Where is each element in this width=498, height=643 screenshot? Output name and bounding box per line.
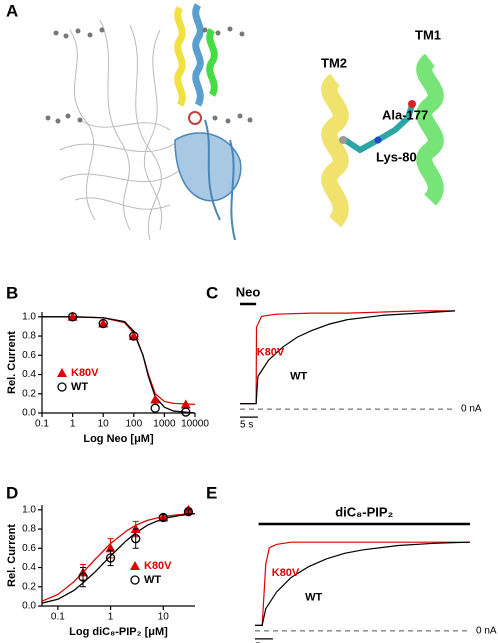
structure-label: Lys-80: [376, 149, 417, 164]
tm-closeup: [321, 53, 444, 228]
panel-label: E: [206, 483, 217, 502]
error-bar: [160, 514, 167, 521]
fit-curve: [41, 513, 196, 602]
structure-label: TM1: [415, 27, 441, 42]
y-tick-label: 1.0: [22, 504, 36, 515]
x-tick-label: 1: [70, 419, 76, 430]
y-tick-label: 0.8: [22, 524, 36, 535]
y-tick-label: 0.6: [22, 350, 36, 361]
panel-label: B: [6, 283, 18, 302]
y-tick-label: 0.0: [22, 408, 36, 419]
stimulus-label: diC₈-PIP₂: [335, 504, 393, 519]
fit-curve: [42, 316, 196, 414]
y-tick-label: 1.0: [22, 311, 36, 322]
y-tick-label: 0.4: [22, 562, 36, 573]
x-axis-label: Log Neo [μM]: [83, 433, 154, 445]
data-point: [98, 318, 108, 329]
x-tick-label: 0.1: [51, 612, 65, 623]
x-tick-label: 10: [158, 612, 170, 623]
data-point: [131, 534, 141, 544]
stimulus-label: Neo: [236, 284, 261, 299]
x-tick-label: 1000: [153, 419, 176, 430]
y-axis-label: Rel. Current: [6, 331, 18, 394]
legend-label: K80V: [144, 560, 172, 572]
trace-label: K80V: [257, 346, 285, 358]
structure-label: TM2: [321, 55, 347, 70]
legend-marker: [130, 561, 140, 570]
x-tick-label: 100: [125, 419, 142, 430]
data-point: [128, 331, 139, 341]
data-point: [180, 399, 191, 409]
trace-label: K80V: [272, 567, 300, 579]
y-tick-label: 0.4: [22, 369, 36, 380]
panel-label: A: [6, 1, 18, 20]
x-tick-label: 10: [98, 419, 110, 430]
baseline-label: 0 nA: [476, 626, 497, 637]
data-point: [67, 312, 78, 322]
y-tick-label: 0.2: [22, 581, 36, 592]
error-bar: [107, 549, 114, 567]
legend-marker: [130, 575, 140, 585]
fit-curve: [42, 316, 196, 405]
structure-label: Ala-177: [382, 107, 428, 122]
scale-bar-label: 5 s: [255, 642, 268, 643]
x-tick-label: 10000: [181, 419, 209, 430]
trace-label: WT: [290, 370, 307, 382]
current-trace: [255, 541, 470, 626]
scale-bar-label: 5 s: [240, 420, 253, 431]
data-point: [67, 311, 78, 321]
x-tick-label: 0.1: [35, 419, 49, 430]
data-point: [181, 407, 191, 417]
y-tick-label: 0.6: [22, 543, 36, 554]
y-axis-label: Rel. Current: [6, 524, 18, 587]
error-bar: [185, 509, 192, 515]
x-axis-label: Log diC₈-PIP₂ [μM]: [69, 626, 168, 638]
legend-marker: [57, 368, 67, 377]
data-point: [150, 403, 160, 413]
panel-label: D: [6, 483, 18, 502]
current-trace: [240, 310, 456, 405]
data-point: [78, 572, 88, 582]
legend-label: K80V: [71, 367, 99, 379]
data-point: [150, 394, 161, 404]
error-bar: [132, 528, 139, 549]
data-point: [183, 507, 194, 517]
x-tick-label: 1: [108, 612, 114, 623]
error-bar: [80, 567, 87, 588]
protein-structure: [45, 3, 253, 241]
baseline-label: 0 nA: [461, 404, 482, 415]
data-point: [105, 553, 116, 563]
y-tick-label: 0.2: [22, 388, 36, 399]
panel-label: C: [206, 283, 218, 302]
trace-label: WT: [305, 592, 322, 604]
data-point: [98, 318, 109, 328]
y-tick-label: 0.8: [22, 331, 36, 342]
legend-label: WT: [71, 381, 88, 393]
data-point: [158, 512, 168, 523]
y-tick-label: 0.0: [22, 601, 36, 612]
legend-marker: [57, 382, 67, 392]
current-trace: [255, 541, 471, 626]
current-trace: [240, 310, 455, 405]
legend-label: WT: [144, 574, 161, 586]
data-point: [129, 331, 139, 341]
